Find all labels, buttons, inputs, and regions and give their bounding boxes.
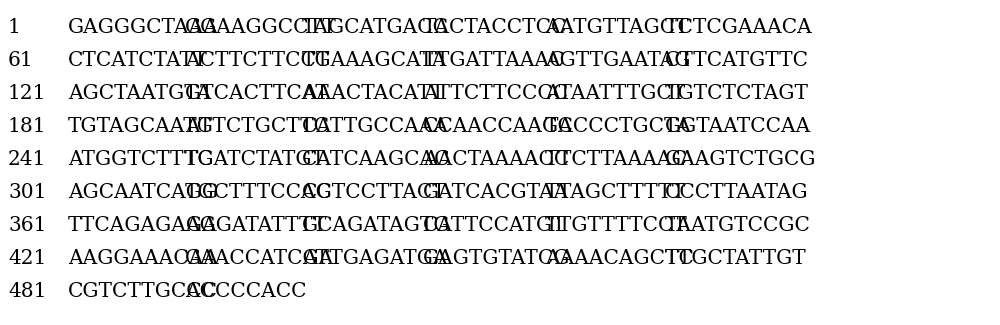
Text: 361: 361: [8, 216, 46, 235]
Text: AGCTAATGTA: AGCTAATGTA: [68, 84, 211, 103]
Text: TGTAGCAATG: TGTAGCAATG: [68, 117, 214, 136]
Text: ATAATTTGCT: ATAATTTGCT: [545, 84, 685, 103]
Text: CCTCCTTACT: CCTCCTTACT: [302, 183, 447, 202]
Text: TTAGCTTTTT: TTAGCTTTTT: [545, 183, 686, 202]
Text: TTCTTAAAAC: TTCTTAAAAC: [545, 150, 688, 169]
Text: GAAGTCTGCG: GAAGTCTGCG: [665, 150, 816, 169]
Text: TCCCCTGCTA: TCCCCTGCTA: [545, 117, 692, 136]
Text: GAGGGCTAAA: GAGGGCTAAA: [68, 18, 219, 37]
Text: CATTGCCAAA: CATTGCCAAA: [302, 117, 449, 136]
Text: AATGTTAGCT: AATGTTAGCT: [545, 18, 689, 37]
Text: AGTTGAATAG: AGTTGAATAG: [545, 51, 690, 70]
Text: TGAAAGCATA: TGAAAGCATA: [302, 51, 448, 70]
Text: CATTCCATGT: CATTCCATGT: [423, 216, 567, 235]
Text: TGCTTTCCAG: TGCTTTCCAG: [185, 183, 333, 202]
Text: ACTTCTTCCT: ACTTCTTCCT: [185, 51, 329, 70]
Text: TAATGTCCGC: TAATGTCCGC: [665, 216, 811, 235]
Text: GGTAATCCAA: GGTAATCCAA: [665, 117, 811, 136]
Text: TGATCTATGT: TGATCTATGT: [185, 150, 326, 169]
Text: AAAACAGCTC: AAAACAGCTC: [545, 249, 694, 268]
Text: TACTACCTCC: TACTACCTCC: [423, 18, 567, 37]
Text: CGTCTTGCCC: CGTCTTGCCC: [68, 282, 218, 301]
Text: AAACTACATT: AAACTACATT: [302, 84, 444, 103]
Text: CTCATCTATT: CTCATCTATT: [68, 51, 208, 70]
Text: GGAAGGCCTT: GGAAGGCCTT: [185, 18, 337, 37]
Text: ATTCTGCTTC: ATTCTGCTTC: [185, 117, 329, 136]
Text: GAACCATCGA: GAACCATCGA: [185, 249, 334, 268]
Text: ATTGAGATGA: ATTGAGATGA: [302, 249, 448, 268]
Text: ATGGTCTTTG: ATGGTCTTTG: [68, 150, 214, 169]
Text: AGCAATCAGG: AGCAATCAGG: [68, 183, 218, 202]
Text: TGTCTCTAGT: TGTCTCTAGT: [665, 84, 809, 103]
Text: GCAGATAGTG: GCAGATAGTG: [302, 216, 450, 235]
Text: TTGCTATTGT: TTGCTATTGT: [665, 249, 807, 268]
Text: GATCACGTAA: GATCACGTAA: [423, 183, 569, 202]
Text: AACTAAAACC: AACTAAAACC: [423, 150, 569, 169]
Text: CTTCATGTTC: CTTCATGTTC: [665, 51, 809, 70]
Text: TAGCATGACC: TAGCATGACC: [302, 18, 449, 37]
Text: CCCTTAATAG: CCCTTAATAG: [665, 183, 809, 202]
Text: TTGATTAAAC: TTGATTAAAC: [423, 51, 566, 70]
Text: TCTCGAAACA: TCTCGAAACA: [665, 18, 813, 37]
Text: 121: 121: [8, 84, 46, 103]
Text: 1: 1: [8, 18, 21, 37]
Text: AAGGAAACAA: AAGGAAACAA: [68, 249, 218, 268]
Text: GTCACTTCAT: GTCACTTCAT: [185, 84, 330, 103]
Text: ATTCTTCCCC: ATTCTTCCCC: [423, 84, 568, 103]
Text: AGGATATTTT: AGGATATTTT: [185, 216, 326, 235]
Text: 421: 421: [8, 249, 46, 268]
Text: 241: 241: [8, 150, 46, 169]
Text: TTCAGAGAGA: TTCAGAGAGA: [68, 216, 218, 235]
Text: CATCAAGCAC: CATCAAGCAC: [302, 150, 450, 169]
Text: TTGTTTTCCT: TTGTTTTCCT: [545, 216, 688, 235]
Text: ACCCCACC: ACCCCACC: [185, 282, 306, 301]
Text: 61: 61: [8, 51, 34, 70]
Text: GAGTGTATCG: GAGTGTATCG: [423, 249, 570, 268]
Text: 301: 301: [8, 183, 46, 202]
Text: CCAACCAAGA: CCAACCAAGA: [423, 117, 574, 136]
Text: 481: 481: [8, 282, 46, 301]
Text: 181: 181: [8, 117, 47, 136]
